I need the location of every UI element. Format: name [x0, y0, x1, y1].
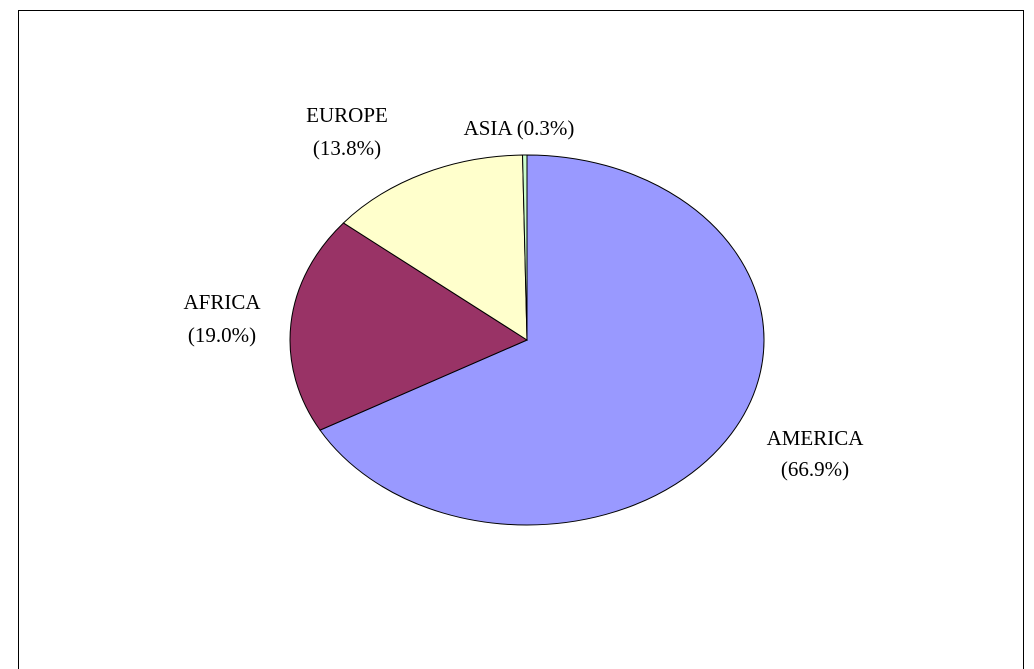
- slice-value: (66.9%): [781, 457, 849, 481]
- pie-slice: [289, 222, 529, 431]
- pie-slice: [522, 154, 528, 341]
- pie: [289, 154, 765, 526]
- labels: AMERICA (66.9%) AFRICA (19.0%) EUROPE (13.8%)…: [183, 103, 864, 481]
- slice-name: EUROPE: [306, 103, 388, 127]
- pie-slice: [342, 154, 528, 341]
- slice-label: ASIA (0.3%): [464, 116, 575, 140]
- slice-name: AMERICA: [767, 426, 865, 450]
- slice-value: (13.8%): [313, 136, 381, 160]
- slice-value: (0.3%): [517, 116, 575, 140]
- chart-frame: [18, 10, 1024, 669]
- pie-slice: [319, 154, 765, 526]
- slice-value: (19.0%): [188, 323, 256, 347]
- slice-name: AFRICA: [183, 290, 261, 314]
- slice-name: ASIA: [464, 116, 514, 140]
